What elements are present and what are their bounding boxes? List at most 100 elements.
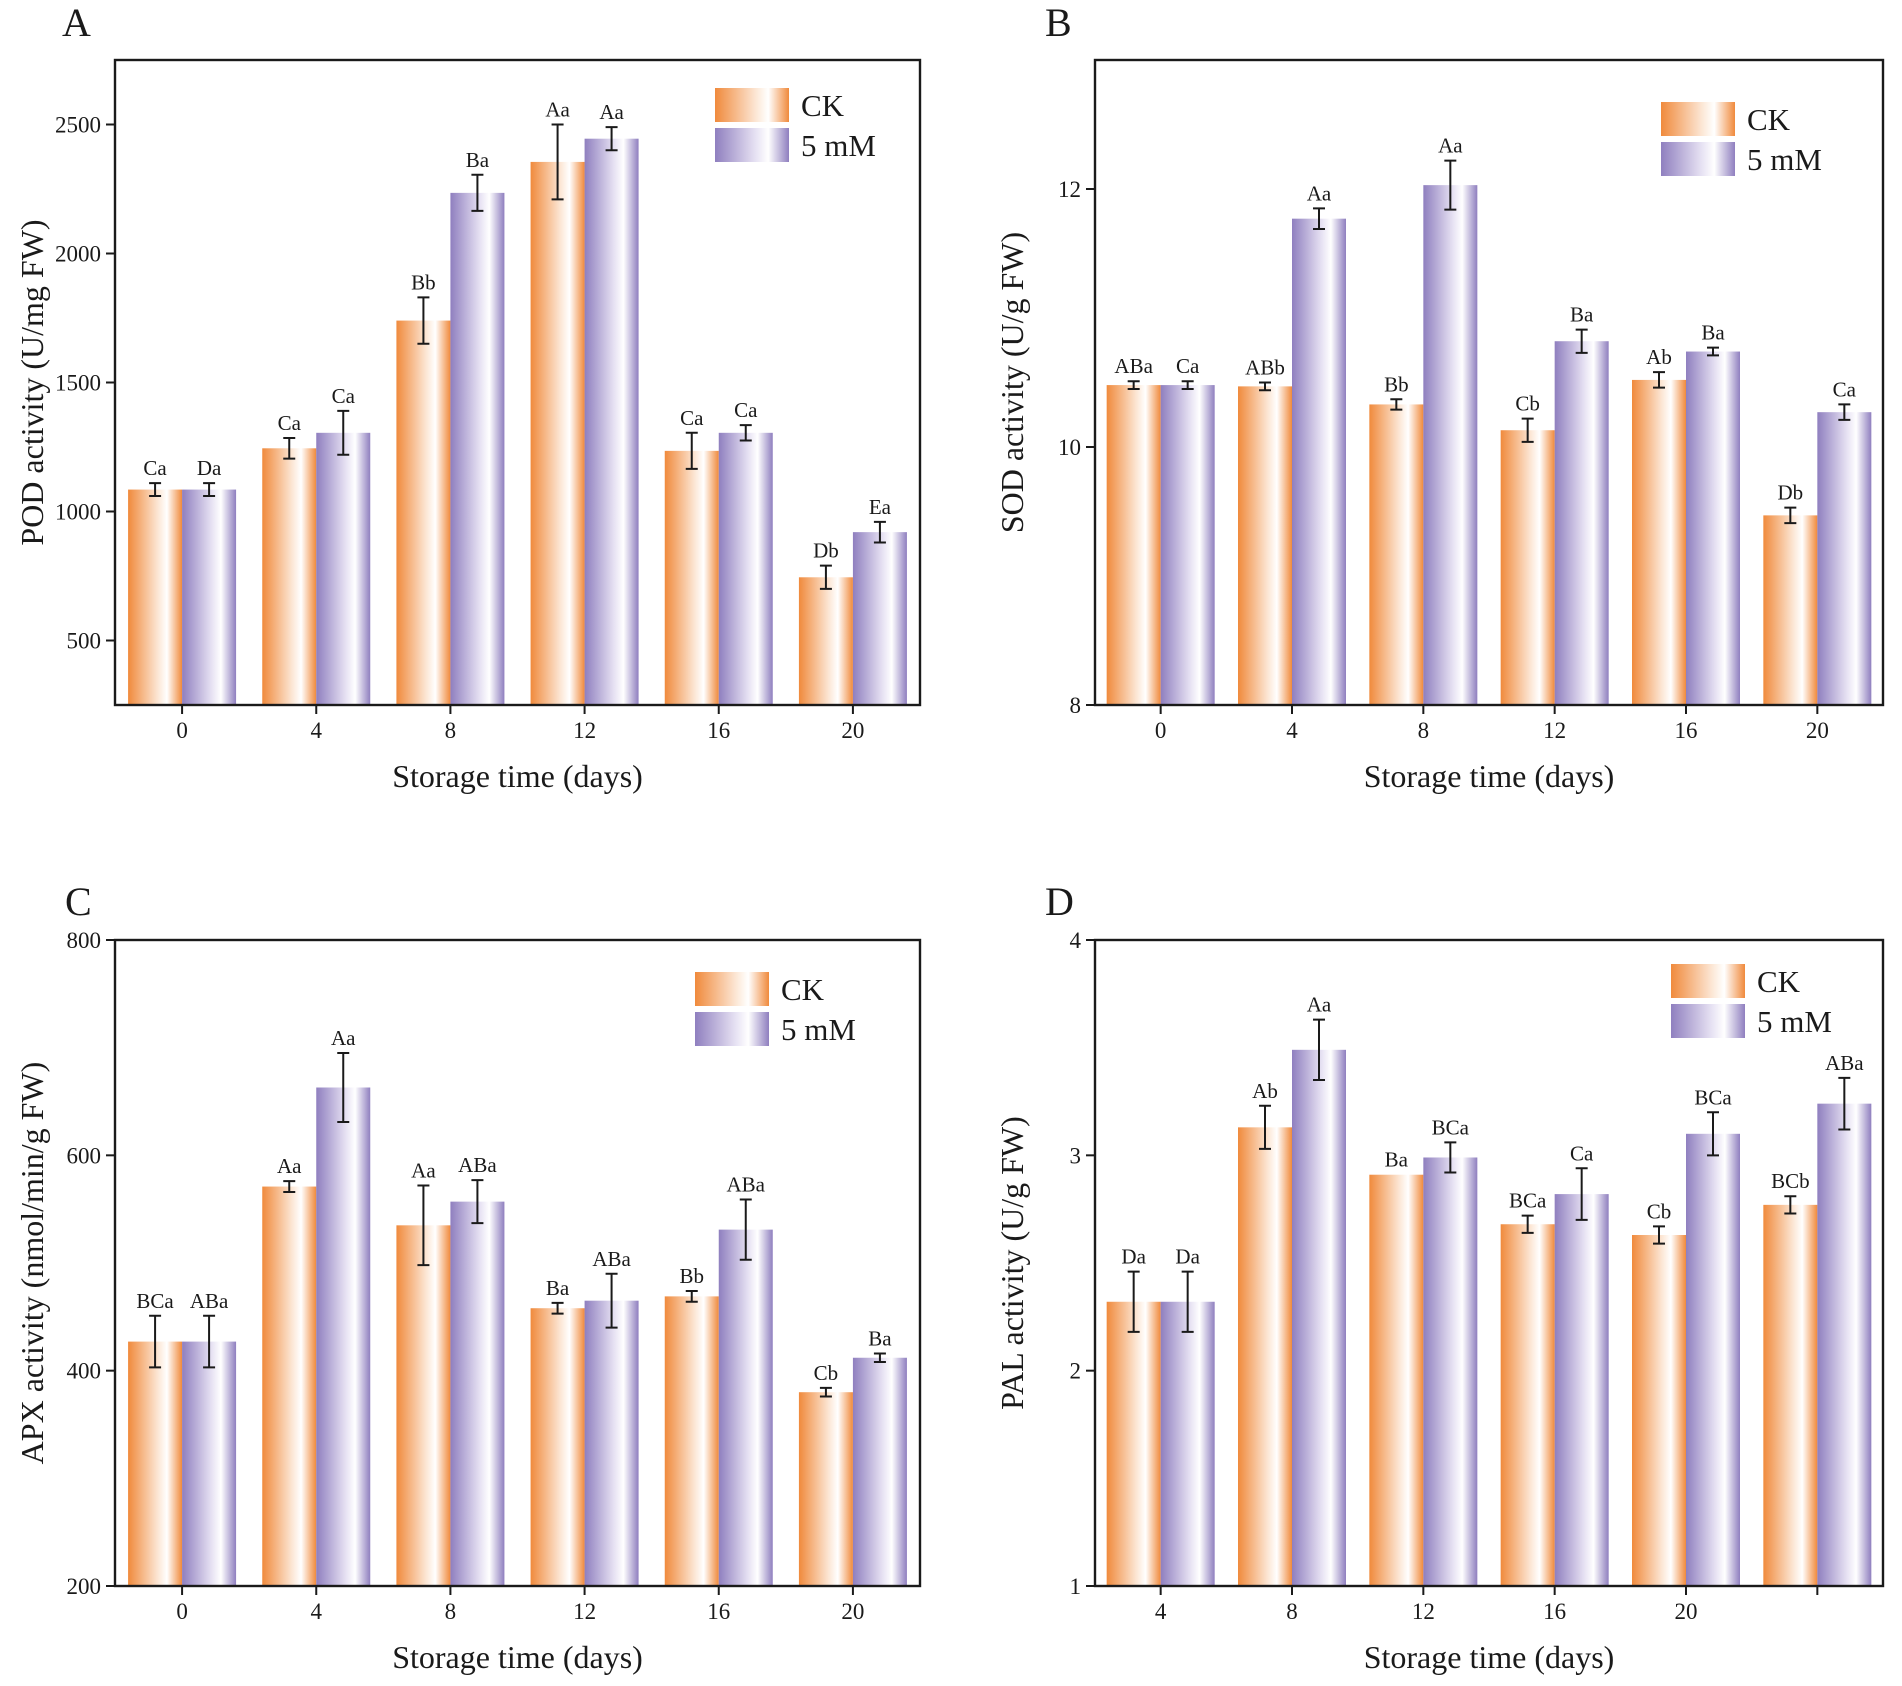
error-bar-ck-1 <box>1259 1104 1271 1150</box>
sig-label-ck-0: Da <box>1121 1245 1146 1269</box>
bar-ck-4 <box>664 450 719 705</box>
legend: CK 5 mM <box>695 972 856 1047</box>
legend-label-ck: CK <box>801 88 845 123</box>
bar-ck-3 <box>1500 1224 1555 1586</box>
sig-label-5mm-4: Ca <box>734 398 758 422</box>
bar-5mm-0 <box>1160 385 1215 705</box>
error-bar-ck-3 <box>551 1301 564 1315</box>
error-bar-5mm-2 <box>1444 159 1457 211</box>
bar-ck-5 <box>1763 1204 1818 1586</box>
plot-frame <box>113 938 922 1588</box>
sig-label-ck-0: Ca <box>143 456 167 480</box>
x-tick-label-4: 16 <box>707 718 730 743</box>
y-tick-label-3: 2000 <box>55 242 101 267</box>
sig-label-5mm-4: ABa <box>727 1172 766 1196</box>
bar-ck-1 <box>262 448 317 705</box>
bar-5mm-0 <box>182 1341 237 1586</box>
panel-letter-b: B <box>1045 0 1072 45</box>
error-bar-ck-5 <box>819 1386 832 1398</box>
sig-label-ck-5: Cb <box>814 1361 839 1385</box>
sig-label-ck-4: Bb <box>679 1264 704 1288</box>
bar-ck-1 <box>1238 1127 1292 1586</box>
axes-group: 0 4 8 12 16 20 500 1000 1500 2000 2500 <box>55 113 864 744</box>
sig-label-ck-4: Ab <box>1646 345 1672 369</box>
bar-ck-3 <box>530 161 585 705</box>
bars-group <box>1106 1049 1872 1586</box>
error-bar-ck-0 <box>149 1314 162 1369</box>
legend-label-5mm: 5 mM <box>801 128 876 163</box>
error-bar-5mm-0 <box>203 1314 216 1369</box>
error-bar-ck-1 <box>1259 381 1271 392</box>
panel-letter-c: C <box>65 879 92 924</box>
bar-ck-2 <box>1369 1174 1424 1586</box>
legend-swatch-5mm <box>715 128 789 162</box>
legend-label-ck: CK <box>1747 102 1791 137</box>
x-tick-label-4: 16 <box>707 1599 730 1624</box>
sig-label-ck-5: Db <box>813 539 839 563</box>
bar-5mm-2 <box>1423 185 1478 705</box>
sig-label-5mm-1: Aa <box>1307 993 1332 1017</box>
x-tick-label-3: 16 <box>1543 1599 1566 1624</box>
error-bar-ck-0 <box>1127 380 1140 390</box>
bar-5mm-0 <box>1160 1301 1215 1586</box>
sig-label-ck-4: Cb <box>1647 1199 1672 1223</box>
y-tick-label-1: 400 <box>67 1359 102 1384</box>
error-bar-5mm-3 <box>1575 328 1588 354</box>
significance-labels-group: BCa Aa Aa Ba Bb Cb ABa Aa ABa ABa ABa Ba <box>136 1026 892 1385</box>
legend-label-5mm: 5 mM <box>1747 142 1822 177</box>
y-axis-title: APX activity (nmol/min/g FW) <box>14 1062 50 1465</box>
x-tick-label-4: 20 <box>1675 1599 1698 1624</box>
error-bar-5mm-5 <box>1838 403 1851 421</box>
x-tick-label-4: 16 <box>1675 718 1698 743</box>
error-bar-5mm-2 <box>471 1179 484 1225</box>
x-tick-label-5: 20 <box>1806 718 1829 743</box>
bar-5mm-1 <box>316 1087 371 1586</box>
error-bar-5mm-2 <box>471 173 484 212</box>
legend-label-5mm: 5 mM <box>781 1012 856 1047</box>
panel-letter-a: A <box>62 0 91 45</box>
bar-ck-2 <box>396 320 451 705</box>
sig-label-5mm-3: Ca <box>1570 1141 1594 1165</box>
plot-frame <box>113 58 922 707</box>
x-tick-label-2: 8 <box>445 1599 457 1624</box>
x-tick-label-0: 0 <box>176 1599 188 1624</box>
y-tick-label-3: 800 <box>67 928 102 953</box>
y-tick-label-0: 200 <box>67 1574 102 1599</box>
error-bar-ck-5 <box>1784 506 1797 525</box>
error-bar-ck-3 <box>1521 1214 1534 1234</box>
bar-5mm-1 <box>1292 1049 1346 1586</box>
y-axis-title: SOD activity (U/g FW) <box>994 232 1030 533</box>
bar-ck-4 <box>1632 379 1686 705</box>
sig-label-5mm-5: ABa <box>1825 1051 1864 1075</box>
bar-ck-2 <box>396 1225 451 1586</box>
significance-labels-group: ABa ABb Bb Cb Ab Db Ca Aa Aa Ba Ba Ca <box>1114 134 1856 505</box>
bar-5mm-5 <box>852 532 907 705</box>
legend-swatch-5mm <box>1661 142 1735 176</box>
legend: CK 5 mM <box>1661 102 1822 177</box>
axes-group: 0 4 8 12 16 20 8 10 12 <box>1058 177 1829 743</box>
bar-5mm-5 <box>1817 412 1872 705</box>
x-axis-title: Storage time (days) <box>392 758 643 794</box>
error-bar-5mm-4 <box>1707 346 1719 357</box>
y-tick-label-2: 3 <box>1070 1143 1082 1168</box>
sig-label-ck-2: Bb <box>1384 372 1409 396</box>
sig-label-ck-5: Db <box>1777 481 1803 505</box>
error-bar-5mm-0 <box>1181 1270 1194 1333</box>
error-bar-5mm-0 <box>203 482 216 498</box>
x-tick-label-0: 4 <box>1155 1599 1167 1624</box>
error-bar-5mm-3 <box>605 126 618 152</box>
x-tick-label-1: 4 <box>311 1599 323 1624</box>
y-tick-label-1: 10 <box>1058 435 1081 460</box>
bar-5mm-0 <box>182 489 237 705</box>
sig-label-5mm-3: ABa <box>592 1247 631 1271</box>
significance-labels-group: Ca Ca Bb Aa Ca Db Da Ca Ba Aa Ca Ea <box>143 98 891 563</box>
x-tick-label-5: 20 <box>841 718 864 743</box>
bar-5mm-3 <box>584 138 639 705</box>
error-bar-ck-2 <box>1390 398 1403 411</box>
bar-ck-1 <box>1238 386 1292 705</box>
sig-label-5mm-5: Ea <box>869 495 892 519</box>
error-bar-5mm-5 <box>873 520 886 544</box>
error-bar-ck-0 <box>1127 1270 1140 1333</box>
y-tick-label-3: 4 <box>1070 928 1082 953</box>
